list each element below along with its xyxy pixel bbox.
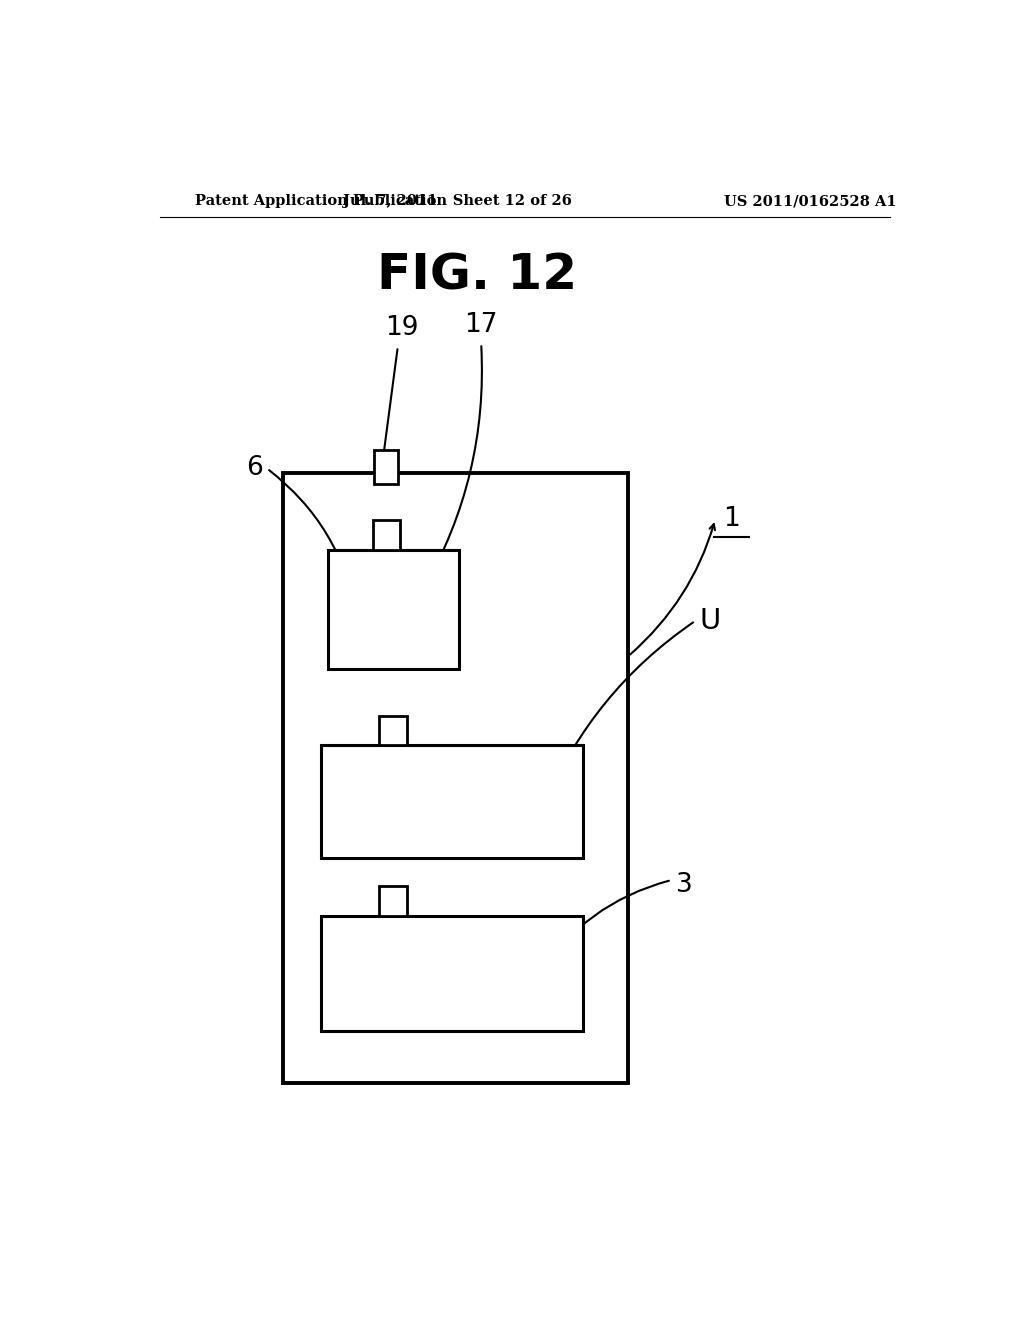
Text: FIG. 12: FIG. 12	[377, 251, 578, 300]
Text: 6: 6	[246, 455, 263, 482]
Text: 3: 3	[676, 873, 692, 898]
Text: U: U	[699, 607, 721, 635]
Bar	[321, 744, 583, 858]
Bar	[321, 916, 583, 1031]
Bar	[283, 474, 628, 1084]
Bar	[373, 520, 400, 549]
Text: 1: 1	[723, 507, 739, 532]
Text: Patent Application Publication: Patent Application Publication	[196, 194, 447, 209]
Text: 19: 19	[385, 315, 419, 342]
Bar	[328, 549, 459, 669]
Bar	[374, 450, 398, 483]
Text: US 2011/0162528 A1: US 2011/0162528 A1	[724, 194, 897, 209]
Text: Jul. 7, 2011   Sheet 12 of 26: Jul. 7, 2011 Sheet 12 of 26	[343, 194, 571, 209]
Bar	[380, 715, 407, 744]
Text: 17: 17	[465, 313, 498, 338]
Bar	[380, 886, 407, 916]
